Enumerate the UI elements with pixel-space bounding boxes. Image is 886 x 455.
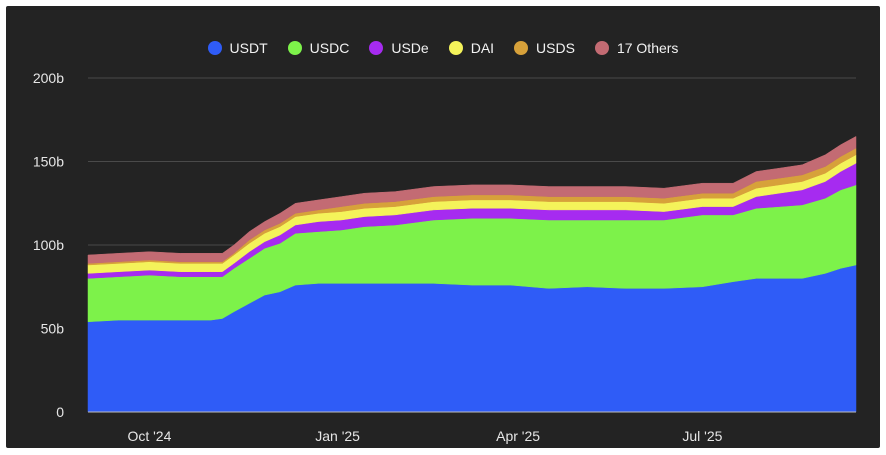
legend-swatch [594,41,609,55]
legend-label: 17 Others [616,40,679,56]
legend-label: DAI [470,40,495,56]
legend-item-2[interactable]: USDe [369,40,429,56]
y-tick-label: 50b [41,321,65,337]
legend-swatch [287,41,302,55]
legend-item-3[interactable]: DAI [448,40,495,56]
chart-frame: USDT USDC USDe DAI USDS 17 Others 0 50b 100b 150… [6,6,880,448]
stacked-area-chart: 0 50b 100b 150b 200b Oct '24 Jan '25 Apr '25 Jul… [33,70,857,444]
legend-swatch [514,41,529,55]
legend-swatch [207,41,222,55]
legend-item-1[interactable]: USDC [287,40,350,56]
legend: USDT USDC USDe DAI USDS 17 Others [6,40,880,56]
legend-item-5[interactable]: 17 Others [594,40,679,56]
legend-label: USDT [229,40,268,56]
x-tick-label: Oct '24 [127,428,171,444]
legend-label: USDS [536,40,575,56]
y-tick-label: 150b [33,154,64,170]
y-tick-label: 0 [56,404,64,420]
legend-item-0[interactable]: USDT [207,40,268,56]
legend-swatch [369,41,384,55]
y-tick-label: 100b [33,237,64,253]
legend-label: USDC [309,40,350,56]
legend-swatch [448,41,463,55]
y-tick-label: 200b [33,70,64,86]
area-series-17-others[interactable] [87,135,857,264]
legend-item-4[interactable]: USDS [514,40,575,56]
x-tick-label: Jul '25 [682,428,722,444]
x-tick-label: Apr '25 [496,428,540,444]
x-tick-label: Jan '25 [315,428,360,444]
legend-label: USDe [391,40,429,56]
